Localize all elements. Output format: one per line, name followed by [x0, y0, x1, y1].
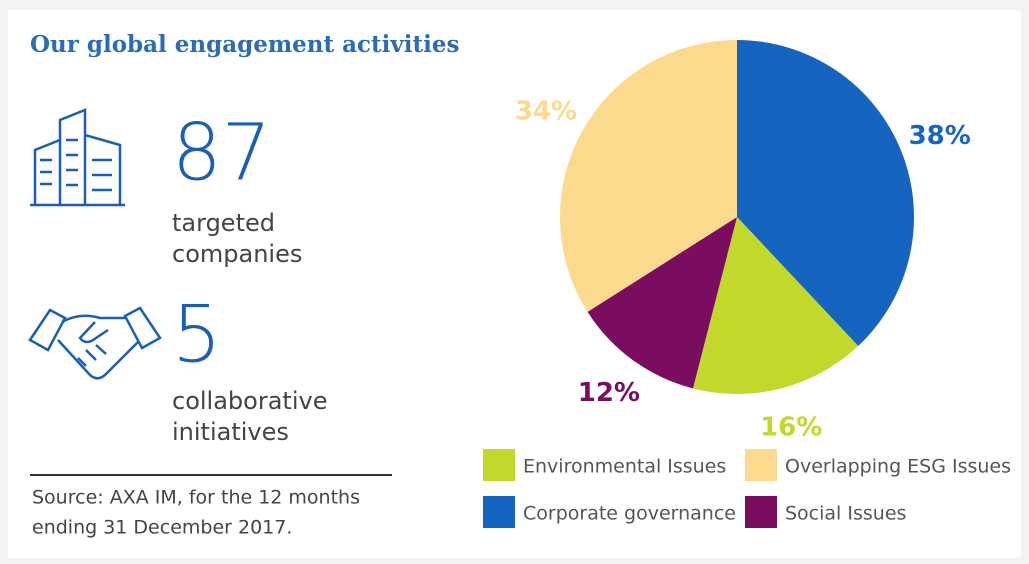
- legend-swatch: [745, 496, 777, 528]
- pie-slice: [587, 217, 737, 389]
- legend-label: Environmental Issues: [523, 456, 726, 478]
- pie-slice: [692, 217, 859, 394]
- legend-swatch: [483, 449, 515, 481]
- slice-label: 38%: [909, 121, 971, 151]
- stat-label: collaborative: [172, 387, 327, 415]
- stat-value: 5: [172, 291, 222, 381]
- slice-label: 12%: [578, 378, 640, 408]
- legend-label: Social Issues: [785, 503, 906, 525]
- pie-slice: [560, 40, 737, 312]
- stat-label: companies: [172, 240, 302, 268]
- legend-swatch: [483, 496, 515, 528]
- buildings-icon: [30, 108, 125, 207]
- pie-slice: [737, 40, 914, 347]
- legend-label: Corporate governance: [523, 503, 736, 525]
- stat-value: 87: [172, 109, 271, 199]
- stat-label: initiatives: [172, 418, 289, 446]
- slice-label: 16%: [760, 413, 822, 443]
- source: Source: AXA IM, for the 12 months: [32, 487, 360, 509]
- legend-swatch: [745, 449, 777, 481]
- handshake-icon: [28, 306, 162, 380]
- stat-label: targeted: [172, 209, 275, 237]
- legend-label: Overlapping ESG Issues: [785, 456, 1011, 478]
- title: Our global engagement activities: [30, 31, 459, 58]
- source: ending 31 December 2017.: [32, 517, 292, 539]
- slice-label: 34%: [515, 96, 577, 126]
